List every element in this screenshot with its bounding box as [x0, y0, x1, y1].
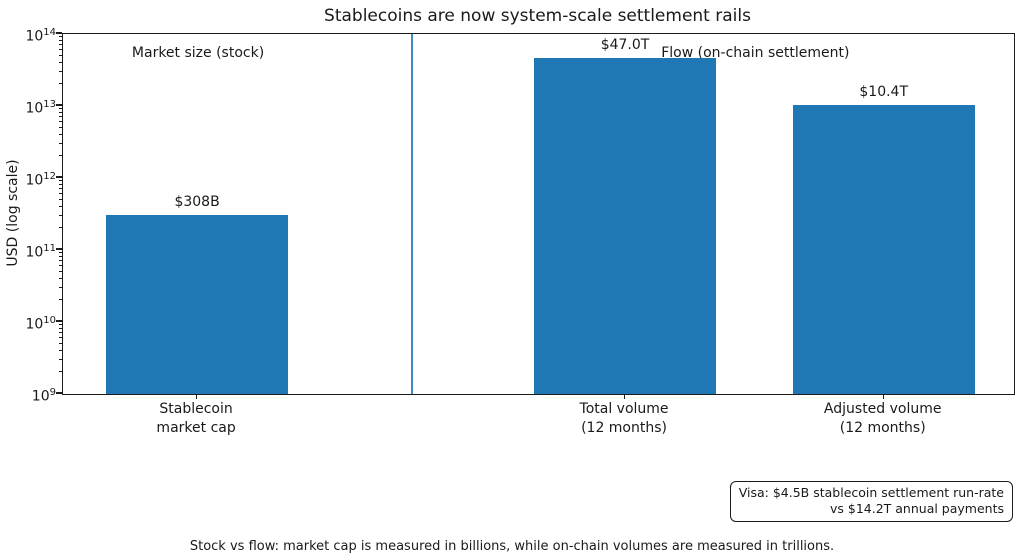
y-minor-tick-mark	[59, 252, 62, 254]
x-category-line: Adjusted volume	[823, 401, 942, 417]
y-minor-tick-mark	[59, 205, 62, 207]
x-category-line: Stablecoin	[159, 401, 233, 417]
y-minor-tick-mark	[59, 188, 62, 190]
y-minor-tick-mark	[59, 111, 62, 113]
y-minor-tick-mark	[59, 36, 62, 38]
y-minor-tick-mark	[59, 264, 62, 266]
y-minor-tick-mark	[59, 255, 62, 257]
y-minor-tick-mark	[59, 371, 62, 373]
y-minor-tick-mark	[59, 180, 62, 182]
x-category-line: (12 months)	[839, 419, 926, 436]
y-tick-mark	[56, 320, 62, 322]
figure-caption: Stock vs flow: market cap is measured in…	[189, 539, 835, 554]
y-minor-tick-mark	[59, 324, 62, 326]
y-tick-mark	[56, 392, 62, 394]
y-minor-tick-mark	[59, 39, 62, 41]
y-minor-tick-mark	[59, 54, 62, 56]
chart-title: Stablecoins are now system-scale settlem…	[324, 6, 751, 26]
y-minor-tick-mark	[59, 277, 62, 279]
visa-annotation-box: Visa: $4.5B stablecoin settlement run-ra…	[729, 481, 1013, 522]
bar-0	[106, 214, 289, 394]
y-minor-tick-mark	[59, 270, 62, 272]
bar-value-label: $308B	[174, 193, 220, 210]
y-minor-tick-mark	[59, 327, 62, 329]
y-tick-label: 1011	[25, 243, 56, 261]
x-category-label: Stablecoin market cap	[156, 400, 235, 438]
y-minor-tick-mark	[59, 183, 62, 185]
y-minor-tick-mark	[59, 332, 62, 334]
bar-1	[534, 57, 717, 394]
y-tick-label: 1014	[25, 27, 56, 45]
y-minor-tick-mark	[59, 108, 62, 110]
y-minor-tick-mark	[59, 349, 62, 351]
bar-value-label: $10.4T	[859, 83, 909, 100]
group-divider-line	[411, 34, 413, 394]
y-tick-label: 1013	[25, 99, 56, 117]
visa-annotation-line2: vs $14.2T annual payments	[829, 501, 1004, 517]
y-minor-tick-mark	[59, 260, 62, 262]
y-tick-mark	[56, 248, 62, 250]
x-category-line: market cap	[156, 419, 236, 436]
x-category-line: (12 months)	[581, 419, 667, 436]
y-minor-tick-mark	[59, 155, 62, 157]
x-tick-mark	[624, 394, 626, 399]
y-minor-tick-mark	[59, 358, 62, 360]
visa-annotation-line1: Visa: $4.5B stablecoin settlement run-ra…	[738, 485, 1004, 500]
y-tick-mark	[56, 32, 62, 34]
y-minor-tick-mark	[59, 83, 62, 85]
y-minor-tick-mark	[59, 70, 62, 72]
x-tick-mark	[882, 394, 884, 399]
y-minor-tick-mark	[59, 198, 62, 200]
y-minor-tick-mark	[59, 214, 62, 216]
x-category-label: Total volume (12 months)	[580, 400, 669, 438]
y-tick-label: 109	[31, 387, 56, 405]
y-tick-mark	[56, 176, 62, 178]
y-minor-tick-mark	[59, 44, 62, 46]
x-category-line: Total volume	[579, 401, 669, 417]
y-minor-tick-mark	[59, 336, 62, 338]
y-minor-tick-mark	[59, 286, 62, 288]
group-label-flow: Flow (on-chain settlement)	[661, 45, 850, 61]
bar-value-label: $47.0T	[600, 36, 650, 53]
x-category-label: Adjusted volume (12 months)	[824, 400, 942, 438]
y-minor-tick-mark	[59, 142, 62, 144]
y-minor-tick-mark	[59, 61, 62, 63]
y-minor-tick-mark	[59, 120, 62, 122]
y-minor-tick-mark	[59, 116, 62, 118]
y-tick-label: 1012	[25, 171, 56, 189]
y-minor-tick-mark	[59, 133, 62, 135]
y-minor-tick-mark	[59, 227, 62, 229]
plot-area: Market size (stock) Flow (on-chain settl…	[62, 33, 1015, 395]
bar-2	[792, 104, 975, 394]
y-minor-tick-mark	[59, 192, 62, 194]
y-tick-mark	[56, 104, 62, 106]
y-minor-tick-mark	[59, 299, 62, 301]
group-label-stock: Market size (stock)	[131, 45, 265, 61]
y-minor-tick-mark	[59, 342, 62, 344]
y-minor-tick-mark	[59, 48, 62, 50]
x-tick-mark	[196, 394, 198, 399]
y-tick-label: 1010	[25, 315, 56, 333]
y-minor-tick-mark	[59, 126, 62, 128]
